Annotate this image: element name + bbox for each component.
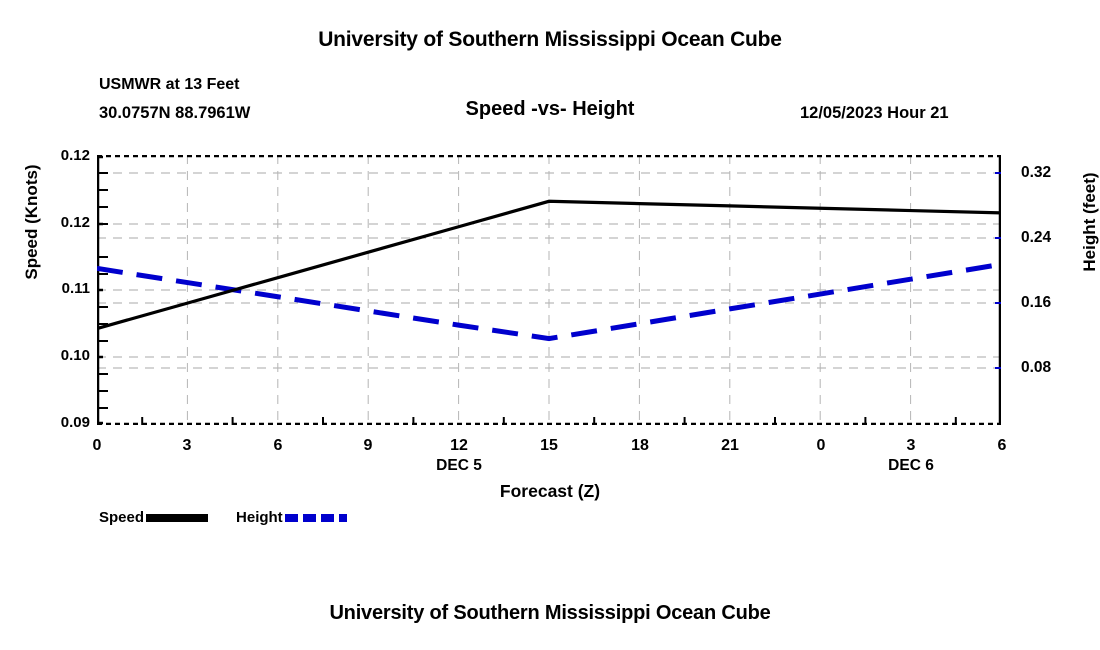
station-name: USMWR at 13 Feet bbox=[99, 76, 240, 93]
vertical-gridlines bbox=[186, 155, 912, 425]
xtick-label-7: 21 bbox=[721, 437, 739, 454]
y-axis-label-right: Height (feet) bbox=[1080, 172, 1099, 272]
bottom-axis-ticks bbox=[141, 417, 957, 425]
xtick-label-8: 0 bbox=[816, 437, 826, 454]
ytick-label-left-2: 0.11 bbox=[61, 280, 90, 297]
x-axis-label: Forecast (Z) bbox=[499, 481, 601, 501]
xtick-label-10: 6 bbox=[997, 437, 1007, 454]
series-line-height bbox=[97, 261, 1001, 342]
forecast-timestamp: 12/05/2023 Hour 21 bbox=[800, 104, 949, 122]
footer-title: University of Southern Mississippi Ocean… bbox=[329, 602, 771, 624]
ytick-label-left-1: 0.12 bbox=[60, 214, 90, 231]
chart-svg bbox=[97, 155, 1001, 425]
station-coordinates: 30.0757N 88.7961W bbox=[99, 104, 251, 122]
ytick-label-left-0: 0.12 bbox=[60, 147, 90, 164]
ytick-label-right-3: 0.08 bbox=[1021, 359, 1052, 376]
xtick-label-5: 15 bbox=[540, 437, 558, 454]
chart-plot-area bbox=[97, 155, 1001, 425]
ytick-label-left-4: 0.09 bbox=[60, 414, 90, 431]
chart-legend: Speed Height bbox=[99, 509, 347, 526]
y-axis-label-left: Speed (Knots) bbox=[22, 164, 41, 280]
ytick-label-right-1: 0.24 bbox=[1021, 229, 1052, 246]
ytick-label-right-0: 0.32 bbox=[1021, 164, 1052, 181]
xtick-label-2: 6 bbox=[273, 437, 283, 454]
xtick-label-0: 0 bbox=[92, 437, 102, 454]
ytick-label-left-3: 0.10 bbox=[60, 347, 90, 364]
legend-item-speed[interactable]: Speed bbox=[99, 509, 209, 526]
series-line-speed bbox=[97, 199, 1001, 331]
page-title: University of Southern Mississippi Ocean… bbox=[318, 28, 782, 51]
xtick-label-9: 3 bbox=[906, 437, 916, 454]
legend-label-speed: Speed bbox=[99, 509, 145, 526]
legend-swatch-speed-icon bbox=[146, 513, 209, 522]
chart-subtitle: Speed -vs- Height bbox=[465, 98, 635, 120]
right-axis-ticks bbox=[995, 172, 1001, 369]
day-label-dec5: DEC 5 bbox=[436, 457, 482, 474]
xtick-label-3: 9 bbox=[363, 437, 373, 454]
xtick-label-6: 18 bbox=[631, 437, 649, 454]
legend-swatch-height-icon bbox=[284, 513, 347, 522]
left-axis-ticks bbox=[98, 172, 108, 409]
day-label-dec6: DEC 6 bbox=[888, 457, 934, 474]
ytick-label-right-2: 0.16 bbox=[1021, 294, 1052, 311]
legend-label-height: Height bbox=[236, 509, 283, 526]
xtick-label-4: 12 bbox=[450, 437, 468, 454]
xtick-label-1: 3 bbox=[182, 437, 192, 454]
legend-item-height[interactable]: Height bbox=[236, 509, 347, 526]
left-axis-major-ticks bbox=[97, 155, 103, 425]
